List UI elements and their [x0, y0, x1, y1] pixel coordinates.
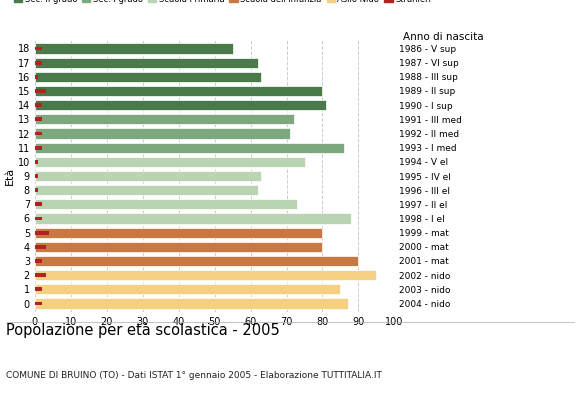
- Bar: [35, 86, 322, 96]
- Text: Popolazione per età scolastica - 2005: Popolazione per età scolastica - 2005: [6, 322, 280, 338]
- Bar: [35, 228, 322, 238]
- Bar: [35, 242, 322, 252]
- Bar: [35, 75, 38, 79]
- Bar: [35, 46, 42, 50]
- Bar: [35, 114, 293, 124]
- Bar: [35, 287, 42, 291]
- Bar: [35, 61, 42, 65]
- Bar: [35, 142, 344, 153]
- Bar: [35, 298, 347, 309]
- Bar: [35, 188, 38, 192]
- Bar: [35, 160, 38, 164]
- Bar: [35, 103, 42, 107]
- Bar: [35, 174, 38, 178]
- Bar: [35, 171, 262, 181]
- Bar: [35, 132, 42, 136]
- Bar: [35, 202, 42, 206]
- Bar: [35, 245, 46, 249]
- Bar: [35, 216, 42, 220]
- Legend: Sec. II grado, Sec. I grado, Scuola Primaria, Scuola dell'Infanzia, Asilo Nido, : Sec. II grado, Sec. I grado, Scuola Prim…: [14, 0, 431, 4]
- Bar: [35, 58, 258, 68]
- Bar: [35, 89, 46, 93]
- Bar: [35, 185, 258, 195]
- Bar: [35, 157, 304, 167]
- Bar: [35, 214, 351, 224]
- Bar: [35, 259, 42, 263]
- Bar: [35, 146, 42, 150]
- Bar: [35, 231, 49, 235]
- Bar: [35, 117, 42, 121]
- Y-axis label: Età: Età: [5, 167, 14, 185]
- Text: COMUNE DI BRUINO (TO) - Dati ISTAT 1° gennaio 2005 - Elaborazione TUTTITALIA.IT: COMUNE DI BRUINO (TO) - Dati ISTAT 1° ge…: [6, 371, 382, 380]
- Bar: [35, 199, 298, 210]
- Bar: [35, 284, 340, 294]
- Bar: [35, 72, 262, 82]
- Text: Anno di nascita: Anno di nascita: [403, 32, 484, 42]
- Bar: [35, 270, 376, 280]
- Bar: [35, 273, 46, 277]
- Bar: [35, 256, 358, 266]
- Bar: [35, 302, 42, 306]
- Bar: [35, 100, 326, 110]
- Bar: [35, 128, 290, 139]
- Bar: [35, 44, 233, 54]
